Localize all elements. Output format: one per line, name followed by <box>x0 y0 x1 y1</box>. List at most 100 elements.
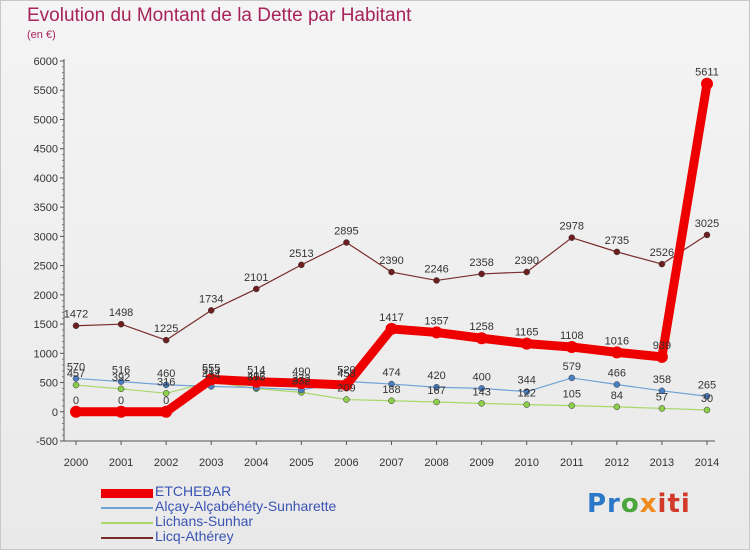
data-label: 84 <box>611 390 623 402</box>
data-label: 1498 <box>109 307 133 319</box>
data-label: 460 <box>157 368 175 380</box>
data-point <box>117 378 125 385</box>
data-label: 2358 <box>469 257 493 269</box>
x-tick-label: 2002 <box>154 457 178 469</box>
y-tick-label: 1500 <box>34 319 58 331</box>
x-tick-label: 2008 <box>424 457 448 469</box>
data-label: 457 <box>67 368 85 380</box>
data-point <box>613 381 621 388</box>
data-label: 209 <box>337 383 355 395</box>
data-point <box>523 268 530 276</box>
data-label: 1258 <box>469 321 493 333</box>
data-point <box>343 239 350 246</box>
logo-part: Pr <box>587 489 621 519</box>
data-label: 570 <box>67 361 85 373</box>
data-point <box>478 385 485 392</box>
data-label: 1734 <box>199 293 223 305</box>
data-label: 458 <box>337 368 355 380</box>
data-point <box>72 322 80 329</box>
data-label: 520 <box>337 364 355 376</box>
x-tick-label: 2004 <box>244 457 268 469</box>
data-point <box>433 277 440 284</box>
data-label: 434 <box>202 369 220 381</box>
x-tick-label: 2011 <box>560 457 584 469</box>
data-label: 2101 <box>244 272 268 284</box>
data-label: 392 <box>112 372 130 384</box>
x-tick-label: 2013 <box>650 457 674 469</box>
data-point <box>295 377 308 390</box>
x-tick-label: 2012 <box>605 457 629 469</box>
y-tick-label: 500 <box>40 378 58 390</box>
legend-label: Alçay-Alçabéhéty-Sunharette <box>155 498 337 514</box>
data-point <box>385 322 398 335</box>
data-label: 2526 <box>650 247 674 259</box>
data-label: 555 <box>202 362 220 374</box>
data-point <box>703 406 711 414</box>
data-label: 2895 <box>334 226 358 238</box>
data-point <box>613 403 621 411</box>
data-point <box>568 234 576 241</box>
data-point <box>568 402 576 409</box>
data-point <box>658 405 666 412</box>
chart-title: Evolution du Montant de la Dette par Hab… <box>27 5 412 26</box>
data-label: 188 <box>382 384 400 396</box>
data-label: 420 <box>427 370 445 382</box>
data-point <box>433 383 440 391</box>
data-label: 1108 <box>560 330 584 342</box>
data-label: 0 <box>163 395 169 407</box>
data-label: 579 <box>563 361 581 373</box>
y-tick-label: 0 <box>52 407 58 419</box>
data-label: 412 <box>247 371 265 383</box>
data-point <box>253 285 260 293</box>
data-label: 265 <box>698 379 716 391</box>
data-point <box>388 380 395 388</box>
data-point <box>565 340 578 353</box>
data-label: 1016 <box>605 335 629 347</box>
x-tick-label: 2007 <box>379 457 403 469</box>
data-point <box>658 260 666 268</box>
data-label: 1472 <box>64 309 88 321</box>
data-label: 2390 <box>514 255 538 267</box>
data-point <box>655 350 668 363</box>
data-point <box>523 388 530 395</box>
data-point <box>430 326 443 339</box>
data-label: 167 <box>427 385 445 397</box>
data-label: 939 <box>653 340 671 352</box>
data-label: 466 <box>608 368 626 380</box>
data-point <box>703 393 711 400</box>
data-point <box>70 405 82 418</box>
legend-swatch <box>101 488 153 498</box>
data-point <box>162 390 170 397</box>
data-point <box>388 268 395 276</box>
data-label: 30 <box>701 393 713 405</box>
data-label: 332 <box>292 375 310 387</box>
data-label: 344 <box>518 375 536 387</box>
legend-label: Licq-Athérey <box>155 528 234 544</box>
data-label: 57 <box>656 391 668 403</box>
legend-label: Lichans-Sunhar <box>155 513 254 529</box>
legend-swatch <box>101 522 153 524</box>
y-tick-label: 4000 <box>34 173 58 185</box>
data-point <box>701 77 713 90</box>
data-point <box>117 385 125 393</box>
data-point <box>250 375 263 388</box>
y-tick-label: 3500 <box>34 202 58 214</box>
data-label: 1225 <box>154 323 178 335</box>
y-tick-label: 6000 <box>34 56 58 68</box>
data-label: 3025 <box>695 218 719 230</box>
y-tick-label: 5000 <box>34 114 58 126</box>
data-point <box>343 396 350 403</box>
data-point <box>610 346 623 359</box>
legend-label: ETCHEBAR <box>155 483 232 499</box>
data-point <box>433 398 440 406</box>
data-label: 122 <box>518 388 536 400</box>
data-label: 474 <box>382 367 400 379</box>
data-label: 2978 <box>560 221 584 233</box>
data-point <box>160 405 173 418</box>
data-label: 514 <box>247 365 265 377</box>
y-tick-label: 2500 <box>34 261 58 273</box>
legend-swatch <box>101 537 153 539</box>
data-point <box>568 374 576 382</box>
